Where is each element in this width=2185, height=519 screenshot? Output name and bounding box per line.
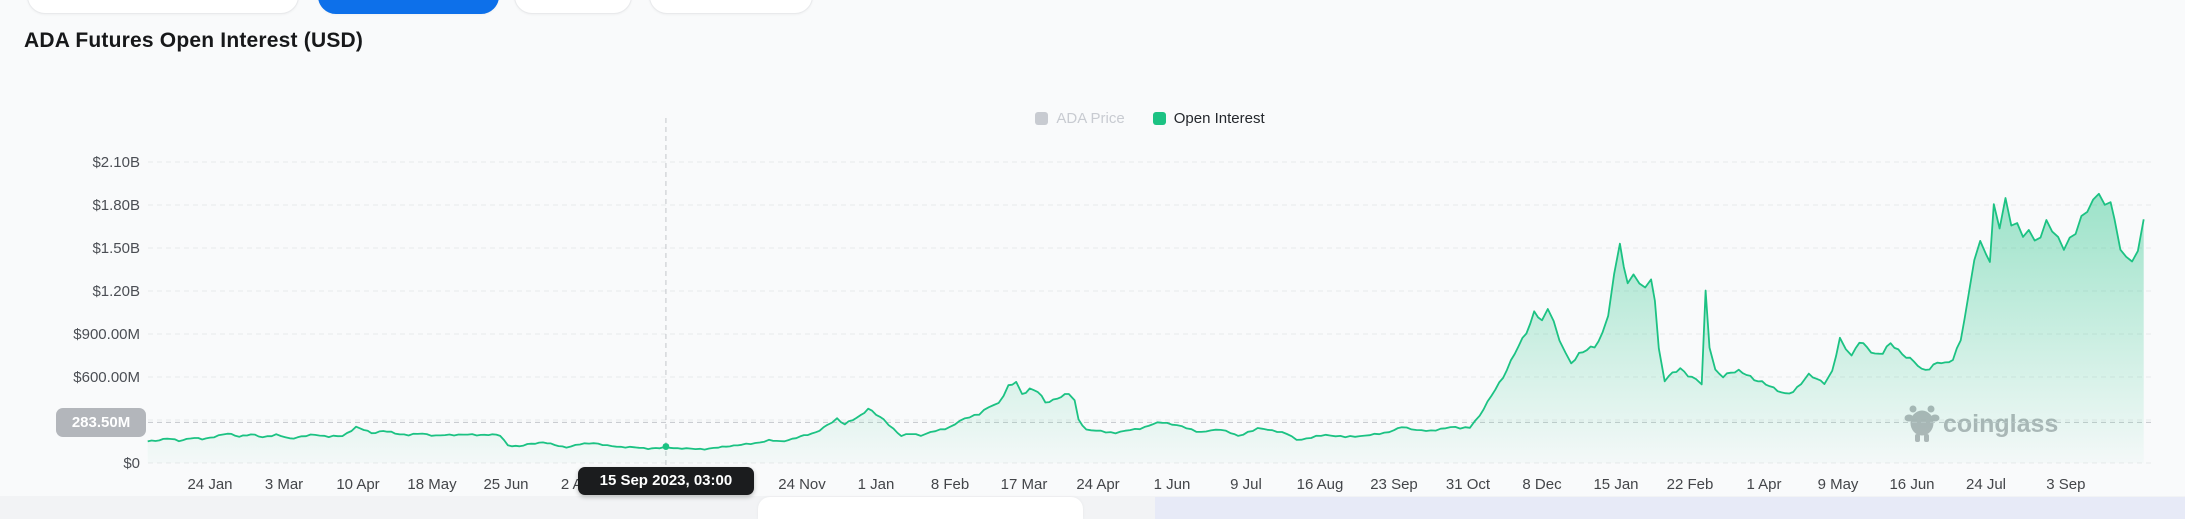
legend-label: Open Interest [1173,110,1265,127]
y-axis-tick-label: $1.20B [92,283,140,300]
hover-point-marker [662,443,670,450]
chart-legend: ADA Price Open Interest [148,110,2152,127]
legend-item-open-interest[interactable]: Open Interest [1152,110,1265,127]
x-axis-tick-label: 9 May [1817,476,1859,493]
x-axis-tick-label: 10 Apr [336,476,380,493]
x-axis-tick-label: 18 May [407,476,457,493]
x-axis-tick-label: 16 Jun [1889,476,1935,493]
x-axis-tick-label: 3 Sep [2046,476,2086,493]
page-title: ADA Futures Open Interest (USD) [24,29,364,52]
x-axis-tick-label: 24 Nov [778,476,826,493]
next-section-highlight [1155,497,2185,519]
x-axis-tick-label: 17 Mar [1000,476,1048,493]
x-axis-tick-label: 23 Sep [1370,476,1418,493]
x-axis-tick-label: 1 Jan [857,476,895,493]
open-interest-area [147,193,2144,464]
x-axis-tick-label: 3 Mar [264,476,304,493]
y-axis-tick-label: $900.00M [73,326,140,343]
gridlines [148,161,2152,464]
x-axis-tick-label: 25 Jun [483,476,529,493]
x-axis-tick-label: 9 Jul [1230,476,1262,493]
crosshair-value-badge: 283.50M [56,407,146,437]
x-axis-tick-label: 1 Apr [1746,476,1782,493]
x-axis-tick-label: 8 Feb [930,476,970,493]
x-axis-tick-label: 15 Jan [1593,476,1639,493]
x-axis-tick-label: 8 Dec [1522,476,1562,493]
legend-item-ada-price[interactable]: ADA Price [1035,110,1125,127]
open-interest-line [147,192,2145,451]
legend-swatch [1152,112,1166,125]
legend-label: ADA Price [1056,110,1125,127]
next-section-card [758,497,1083,519]
x-axis-tick-label: 16 Aug [1296,476,1344,493]
crosshair-date-tooltip: 15 Sep 2023, 03:00 [577,467,754,495]
y-axis-tick-label: $600.00M [73,369,140,386]
x-axis-tick-label: 22 Feb [1666,476,1714,493]
x-axis-tick-label: 24 Jan [187,476,233,493]
y-axis-tick-label: $1.50B [92,240,140,257]
x-axis-tick-label: 24 Jul [1965,476,2007,493]
y-axis-tick-label: $2.10B [92,154,140,171]
legend-swatch [1035,112,1049,125]
y-axis-tick-label: $0 [123,455,140,472]
y-axis-tick-label: $1.80B [92,197,140,214]
x-axis-tick-label: 31 Oct [1445,476,1491,493]
x-axis-tick-label: 24 Apr [1076,476,1120,493]
x-axis-tick-label: 1 Jun [1153,476,1191,493]
